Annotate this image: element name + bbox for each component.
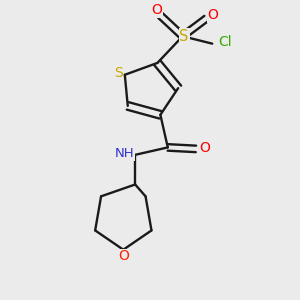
Text: O: O [200, 141, 210, 155]
Text: O: O [118, 249, 129, 263]
Text: Cl: Cl [218, 35, 232, 49]
Text: S: S [179, 29, 189, 44]
Text: S: S [114, 66, 123, 80]
Text: NH: NH [115, 147, 135, 160]
Text: O: O [207, 8, 218, 22]
Text: O: O [152, 3, 162, 17]
